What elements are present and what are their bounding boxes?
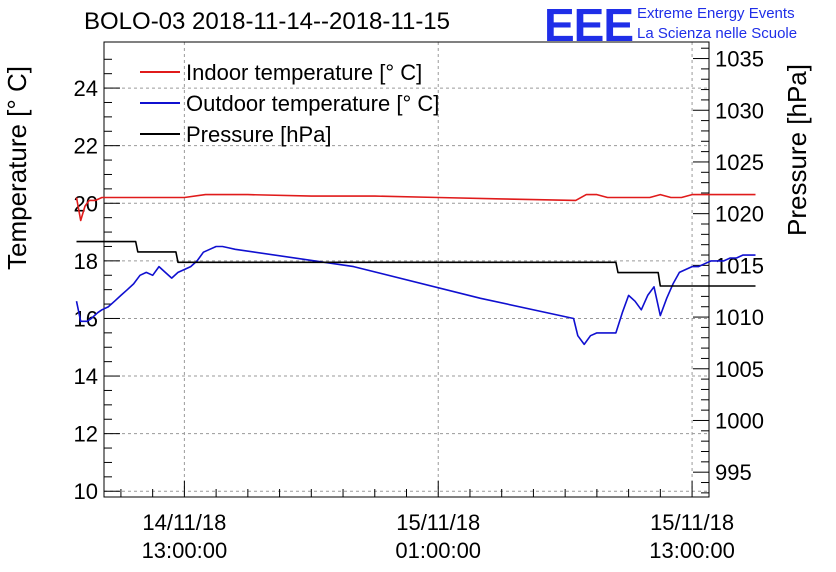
pressure-tick-label: 1030 [715, 98, 764, 123]
temp-tick-label: 22 [74, 134, 98, 159]
chart-title: BOLO-03 2018-11-14--2018-11-15 [84, 8, 450, 35]
pressure-axis: 995 1000 1005 1010 1015 1020 1025 1030 1035 [693, 47, 764, 494]
eee-logo: EEE [544, 0, 634, 51]
logo-caption: Extreme Energy Events La Scienza nelle S… [637, 4, 797, 44]
series-line-indoor [75, 193, 756, 222]
pressure-tick-label: 1020 [715, 202, 764, 227]
pressure-tick-label: 1010 [715, 305, 764, 330]
y2-axis-label: Pressure [hPa] [782, 64, 812, 236]
temp-tick-label: 12 [74, 422, 98, 447]
pressure-tick-label: 1025 [715, 150, 764, 175]
temp-tick-label: 16 [74, 306, 98, 331]
series-line-outdoor [75, 245, 756, 346]
y-axis-label: Temperature [° C] [2, 66, 32, 270]
time-tick-time: 13:00:00 [649, 538, 735, 563]
pressure-tick-label: 1005 [715, 357, 764, 382]
legend-label-pressure: Pressure [hPa] [186, 122, 332, 147]
pressure-tick-label: 1000 [715, 408, 764, 433]
time-tick-date: 15/11/18 [650, 510, 734, 535]
series-line-pressure [76, 240, 756, 287]
grid-lines [104, 42, 709, 497]
time-tick-time: 13:00:00 [142, 538, 228, 563]
time-axis: 14/11/18 13:00:00 15/11/18 01:00:00 15/11/18… [120, 481, 735, 563]
pressure-tick-label: 1015 [715, 253, 764, 278]
logo-line-2: La Scienza nelle Scuole [637, 25, 798, 42]
logo-line-1: Extreme Energy Events [637, 5, 795, 22]
pressure-tick-label: 995 [715, 460, 752, 485]
temp-tick-label: 14 [74, 364, 98, 389]
legend-label-indoor: Indoor temperature [° C] [186, 60, 422, 85]
time-tick-time: 01:00:00 [395, 538, 481, 563]
time-tick-date: 15/11/18 [396, 510, 480, 535]
temp-tick-label: 24 [74, 76, 98, 101]
temp-tick-label: 18 [74, 249, 98, 274]
time-tick-date: 14/11/18 [142, 510, 226, 535]
pressure-tick-label: 1035 [715, 47, 764, 72]
temp-tick-label: 10 [74, 479, 98, 504]
legend: Indoor temperature [° C] Outdoor temperat… [140, 60, 439, 147]
legend-label-outdoor: Outdoor temperature [° C] [186, 91, 439, 116]
series-group [75, 193, 756, 346]
